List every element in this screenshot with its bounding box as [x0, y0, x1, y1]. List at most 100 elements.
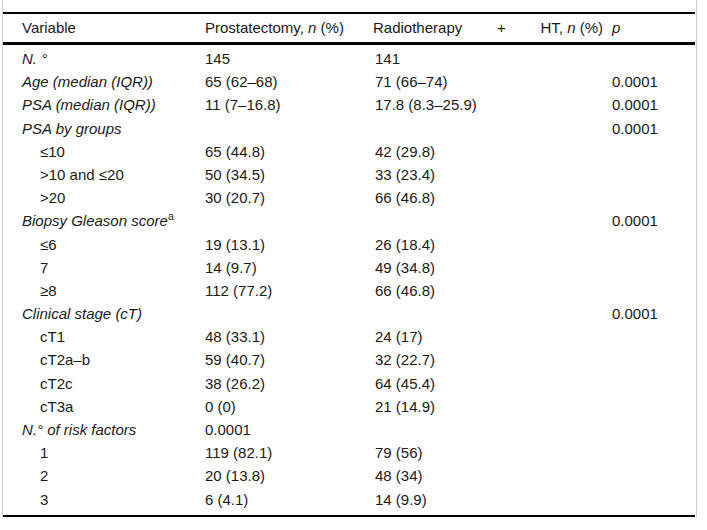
cell-prostatectomy: 6 (4.1) [205, 488, 248, 511]
table-row: 220 (13.8)48 (34) [0, 464, 707, 487]
row-label: >10 and ≤20 [40, 163, 124, 186]
cell-prostatectomy: 112 (77.2) [205, 279, 272, 302]
header-radiotherapy: Radiotherapy + HT, n (%) [373, 13, 603, 42]
row-label: N.° of risk factors [22, 418, 136, 441]
header-radiotherapy-n: n [567, 19, 575, 36]
table-row: >20 30 (20.7) 66 (46.8) [0, 186, 707, 209]
table-row: cT3a 0 (0) 21 (14.9) [0, 395, 707, 418]
cell-radiotherapy: 33 (23.4) [375, 163, 435, 186]
cell-prostatectomy: 0 (0) [205, 395, 236, 418]
cell-radiotherapy: 49 (34.8) [375, 256, 435, 279]
row-label-text: N.° of risk factors [22, 421, 136, 438]
row-label: cT3a [40, 395, 73, 418]
table-row: >10 and ≤2050 (34.5)33 (23.4) [0, 163, 707, 186]
table-row: cT1 48 (33.1) 24 (17) [0, 325, 707, 348]
row-label: 7 [40, 256, 48, 279]
row-label: Clinical stage (cT) [22, 302, 142, 325]
row-label: Biopsy Gleason scorea [22, 209, 174, 232]
row-label-text: PSA by groups [22, 120, 122, 137]
row-label: 1 [40, 441, 48, 464]
table-row: cT2a–b 59 (40.7) 32 (22.7) [0, 348, 707, 371]
row-label-text: 7 [40, 259, 48, 276]
header-underline-rule [3, 42, 695, 45]
table-row: ≥8 112 (77.2) 66 (46.8) [0, 279, 707, 302]
header-radiotherapy-ht-prefix: HT, [540, 19, 563, 36]
table-row: ≤6 19 (13.1) 26 (18.4) [0, 233, 707, 256]
header-prostatectomy-n: n [308, 19, 316, 36]
table-row: ≤10 65 (44.8) 42 (29.8) [0, 140, 707, 163]
row-label: ≤6 [40, 233, 57, 256]
row-label: Age (median (IQR)) [22, 70, 153, 93]
cell-prostatectomy: 14 (9.7) [205, 256, 257, 279]
header-variable: Variable [22, 13, 76, 42]
cell-prostatectomy: 30 (20.7) [205, 186, 265, 209]
cell-prostatectomy: 65 (62–68) [205, 70, 278, 93]
cell-radiotherapy: 21 (14.9) [375, 395, 435, 418]
cell-radiotherapy: 66 (46.8) [375, 186, 435, 209]
cell-p: 0.0001 [612, 117, 658, 140]
cell-radiotherapy: 26 (18.4) [375, 233, 435, 256]
row-label-text: cT2a–b [40, 351, 90, 368]
cell-prostatectomy: 48 (33.1) [205, 325, 265, 348]
cell-prostatectomy: 0.0001 [205, 418, 251, 441]
row-label-text: PSA (median (IQR)) [22, 96, 156, 113]
row-label-text: cT2c [40, 375, 73, 392]
table-row: 7 14 (9.7) 49 (34.8) [0, 256, 707, 279]
cell-prostatectomy: 59 (40.7) [205, 348, 265, 371]
table-row: Biopsy Gleason scorea0.0001 [0, 209, 707, 232]
table-row: PSA (median (IQR))11 (7–16.8)17.8 (8.3–2… [0, 93, 707, 116]
header-prostatectomy-prefix: Prostatectomy, [205, 19, 304, 36]
row-label-text: Clinical stage (cT) [22, 305, 142, 322]
row-label: cT1 [40, 325, 65, 348]
cell-prostatectomy: 11 (7–16.8) [205, 93, 281, 116]
row-label: cT2c [40, 372, 73, 395]
cell-radiotherapy: 32 (22.7) [375, 348, 435, 371]
header-radiotherapy-plus: + [497, 13, 506, 42]
row-label-text: >10 and ≤20 [40, 166, 124, 183]
row-label: 3 [40, 488, 48, 511]
row-label: PSA by groups [22, 117, 122, 140]
table-row: Age (median (IQR))65 (62–68)71 (66–74)0.… [0, 70, 707, 93]
table-header-row: Variable Prostatectomy, n (%) Radiothera… [0, 13, 707, 42]
row-label-text: cT1 [40, 328, 65, 345]
cell-p: 0.0001 [612, 93, 658, 116]
row-label-text: N. ° [22, 50, 47, 67]
row-label-text: ≤10 [40, 143, 65, 160]
row-label-text: Biopsy Gleason score [22, 212, 168, 229]
cell-radiotherapy: 66 (46.8) [375, 279, 435, 302]
cell-radiotherapy: 79 (56) [375, 441, 423, 464]
table-row: N. ° 145 141 [0, 47, 707, 70]
row-label: ≥8 [40, 279, 57, 302]
table-row: Clinical stage (cT)0.0001 [0, 302, 707, 325]
row-label-text: cT3a [40, 398, 73, 415]
header-prostatectomy-suffix: (%) [321, 19, 344, 36]
header-radiotherapy-word: Radiotherapy [373, 13, 462, 42]
cell-radiotherapy: 14 (9.9) [375, 488, 427, 511]
row-label: 2 [40, 464, 48, 487]
cell-prostatectomy: 19 (13.1) [205, 233, 265, 256]
cell-prostatectomy: 145 [205, 47, 230, 70]
row-label-text: ≥8 [40, 282, 57, 299]
row-label-text: Age (median (IQR)) [22, 73, 153, 90]
table-row: N.° of risk factors 0.0001 [0, 418, 707, 441]
cell-radiotherapy: 48 (34) [375, 464, 423, 487]
cell-prostatectomy: 65 (44.8) [205, 140, 265, 163]
header-radiotherapy-suffix: (%) [580, 19, 603, 36]
cell-p: 0.0001 [612, 70, 658, 93]
row-label-text: 2 [40, 467, 48, 484]
footnote-marker: a [168, 210, 174, 222]
cell-radiotherapy: 141 [375, 47, 400, 70]
row-label-text: ≤6 [40, 236, 57, 253]
table-row: cT2c38 (26.2)64 (45.4) [0, 372, 707, 395]
row-label: ≤10 [40, 140, 65, 163]
header-prostatectomy: Prostatectomy, n (%) [205, 13, 344, 42]
cell-radiotherapy: 64 (45.4) [375, 372, 435, 395]
cell-prostatectomy: 119 (82.1) [205, 441, 272, 464]
row-label-text: 1 [40, 444, 48, 461]
cell-radiotherapy: 42 (29.8) [375, 140, 435, 163]
table-row: PSA by groups 0.0001 [0, 117, 707, 140]
row-label: >20 [40, 186, 65, 209]
cell-radiotherapy: 24 (17) [375, 325, 423, 348]
header-radiotherapy-ht: HT, n (%) [540, 13, 603, 42]
table-rows: N. ° 145 141 Age (median (IQR)) 65 (62–68) 7 1… [0, 47, 707, 511]
